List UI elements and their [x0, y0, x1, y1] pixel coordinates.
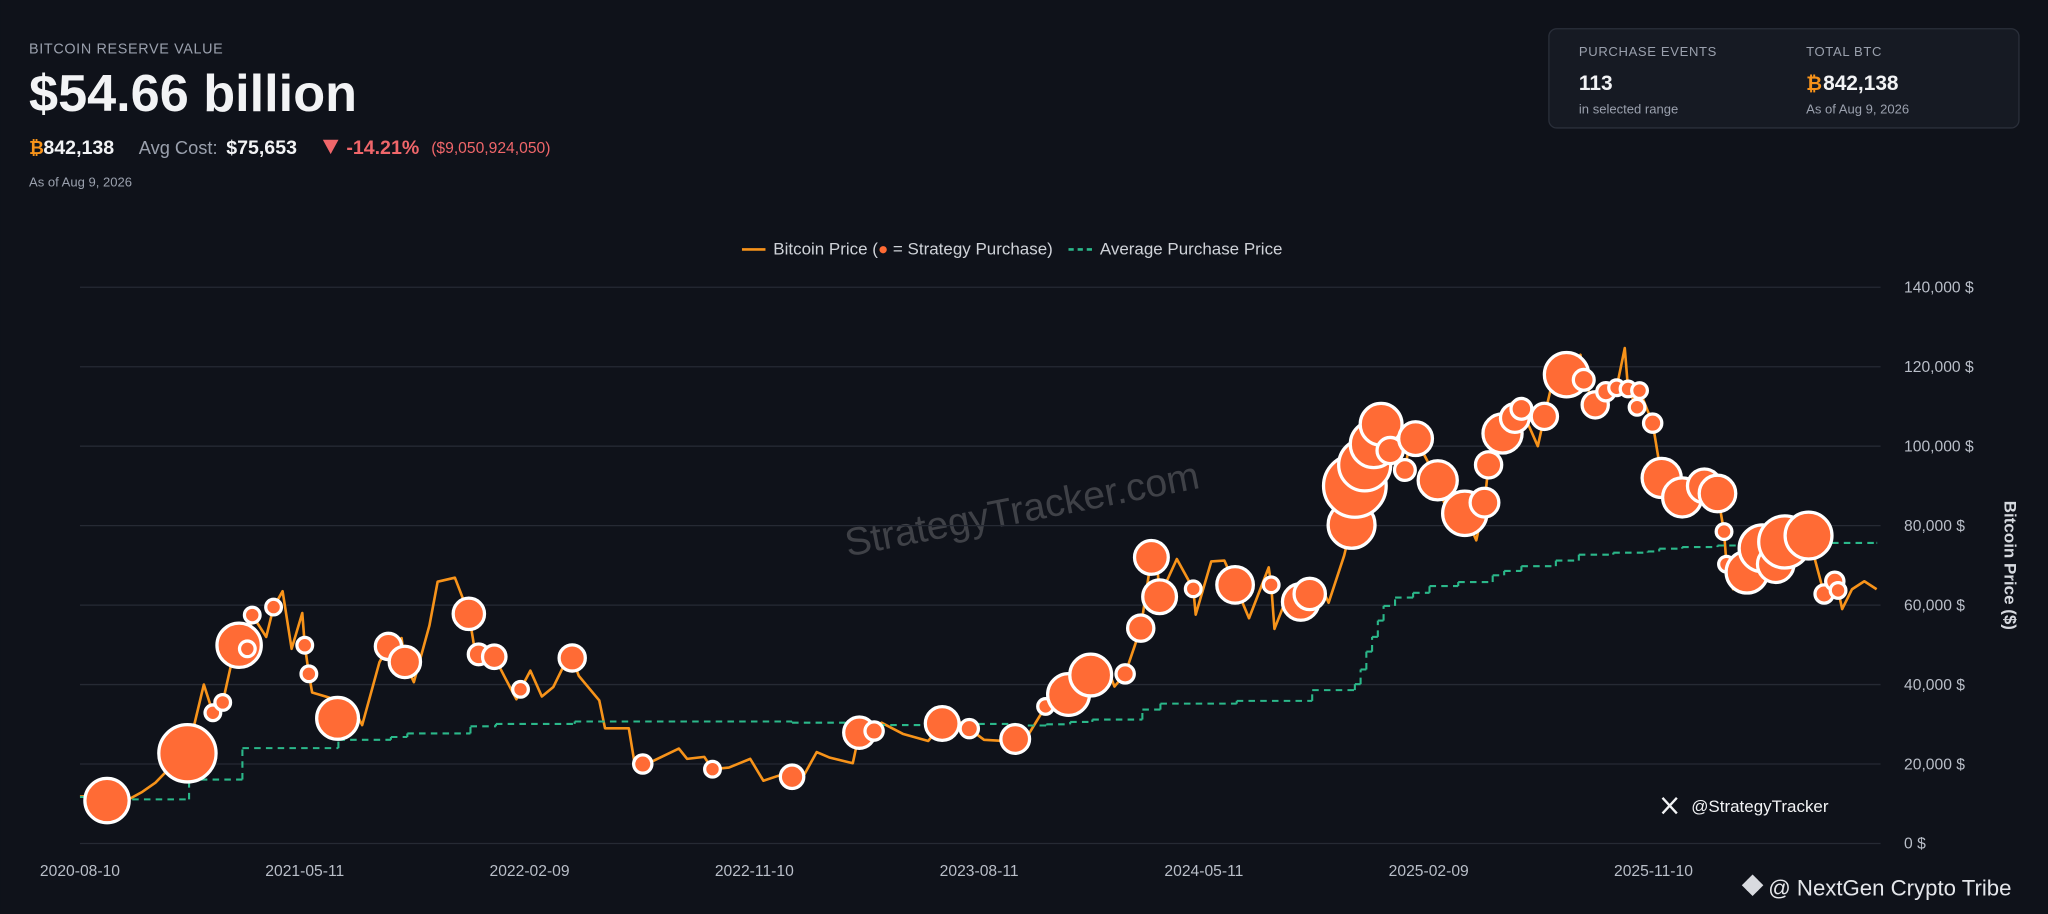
total-note: As of Aug 9, 2026 — [1806, 102, 1909, 117]
purchase-bubble — [1630, 381, 1650, 401]
purchase-bubble — [1714, 522, 1734, 542]
purchase-bubble — [387, 644, 423, 680]
purchase-bubble — [1416, 459, 1459, 502]
purchase-bubble — [1292, 576, 1328, 612]
purchase-bubble — [1468, 486, 1501, 519]
purchase-bubble — [1132, 538, 1170, 576]
x-logo-stroke — [1661, 796, 1678, 815]
down-arrow — [322, 139, 339, 155]
y-tick-label: 60,000 $ — [1904, 597, 1965, 614]
x-tick-label: 2022-02-09 — [489, 863, 569, 880]
purchase-bubble — [213, 692, 233, 712]
purchase-bubble — [1397, 420, 1435, 458]
purchase-bubble — [315, 695, 361, 741]
purchase-bubble — [299, 664, 319, 684]
y-tick-label: 140,000 $ — [1904, 279, 1974, 296]
purchase-bubble — [511, 679, 530, 699]
credit-logo-part — [1747, 884, 1759, 897]
x-tick-label: 2025-02-09 — [1389, 863, 1469, 880]
handle: @StrategyTracker — [1691, 797, 1829, 816]
purchase-bubble — [1114, 663, 1136, 685]
avg-cost: $75,653 — [226, 137, 297, 159]
purchase-bubble — [923, 704, 961, 743]
x-tick-label: 2022-11-10 — [715, 863, 794, 880]
purchase-bubble — [237, 639, 257, 659]
y-tick-label: 100,000 $ — [1904, 438, 1974, 455]
avg-cost-label: Avg Cost: — [139, 137, 218, 158]
y-tick-label: 20,000 $ — [1904, 756, 1965, 773]
purchase-bubble — [999, 723, 1032, 755]
purchase-bubble — [1509, 396, 1534, 421]
events-value: 113 — [1579, 72, 1613, 95]
credit-logo — [1741, 874, 1764, 897]
purchase-bubble — [1571, 367, 1596, 392]
y-tick-label: 40,000 $ — [1904, 677, 1965, 694]
events-note: in selected range — [1579, 102, 1678, 117]
purchase-bubble — [863, 720, 885, 742]
legend: Bitcoin Price (● = Strategy Purchase) Ave… — [741, 240, 1283, 259]
purchase-bubble — [157, 723, 218, 784]
total-label: TOTAL BTC — [1806, 44, 1882, 59]
purchase-bubble — [631, 753, 654, 775]
purchase-bubble — [1183, 579, 1203, 599]
y-axis-title: Bitcoin Price ($) — [2001, 501, 2020, 630]
purchase-bubble — [83, 776, 131, 825]
purchase-bubble — [295, 635, 315, 655]
purchase-bubble — [1215, 564, 1255, 605]
purchase-bubble — [1641, 412, 1664, 434]
change-pct: -14.21% — [346, 137, 419, 159]
purchase-bubble — [1125, 613, 1156, 643]
x-tick-label: 2024-05-11 — [1164, 863, 1243, 880]
change-usd: ($9,050,924,050) — [431, 140, 550, 157]
legend-label: Average Purchase Price — [1100, 240, 1283, 259]
purchase-bubble — [557, 643, 587, 673]
purchase-bubble — [703, 759, 722, 779]
total-btc-symbol: ₿ — [1806, 72, 1822, 95]
purchase-bubble — [1141, 578, 1179, 616]
purchase-bubble — [778, 763, 806, 791]
x-tick-label: 2020-08-10 — [40, 863, 120, 880]
purchase-bubble — [1473, 450, 1504, 480]
credit-logo-part — [1747, 874, 1759, 886]
reserve-label: BITCOIN RESERVE VALUE — [29, 42, 223, 58]
btc-amount: 842,138 — [43, 137, 114, 159]
purchase-bubble — [264, 597, 284, 617]
y-tick-label: 120,000 $ — [1904, 359, 1974, 376]
x-logo — [1661, 796, 1678, 815]
btc-symbol: ₿ — [29, 138, 44, 159]
total-value: 842,138 — [1823, 72, 1898, 95]
purchase-bubble — [1697, 473, 1738, 514]
purchase-bubble — [1783, 510, 1834, 561]
events-label: PURCHASE EVENTS — [1579, 44, 1717, 59]
as-of: As of Aug 9, 2026 — [29, 175, 132, 190]
x-tick-label: 2021-05-11 — [265, 863, 344, 880]
legend-label: Bitcoin Price (● = Strategy Purchase) — [773, 240, 1053, 259]
purchase-bubble — [1828, 580, 1848, 600]
purchase-bubble — [1627, 397, 1647, 417]
y-tick-label: 80,000 $ — [1904, 518, 1965, 535]
purchase-bubble — [480, 643, 508, 671]
x-tick-label: 2025-11-10 — [1614, 863, 1693, 880]
purchase-bubble — [1068, 652, 1114, 698]
reserve-value: $54.66 billion — [29, 65, 357, 123]
purchase-bubble — [1529, 401, 1560, 432]
x-tick-label: 2023-08-11 — [940, 863, 1019, 880]
credit: @ NextGen Crypto Tribe — [1768, 876, 2011, 901]
purchase-bubble — [1261, 575, 1281, 595]
card-frame — [1548, 28, 2020, 129]
purchase-bubble — [451, 596, 487, 632]
step-line — [79, 541, 1877, 801]
y-tick-label: 0 $ — [1904, 836, 1926, 853]
purchase-bubble — [958, 717, 981, 740]
purchase-bubble — [1392, 457, 1417, 483]
stats-card: PURCHASE EVENTS 113 in selected range TO… — [1548, 28, 2020, 129]
plot-area: 0 $ 20,000 $ 40,000 $ 60,000 $ 80,000 $ 100,0… — [40, 279, 2020, 880]
purchase-bubble — [242, 605, 262, 625]
